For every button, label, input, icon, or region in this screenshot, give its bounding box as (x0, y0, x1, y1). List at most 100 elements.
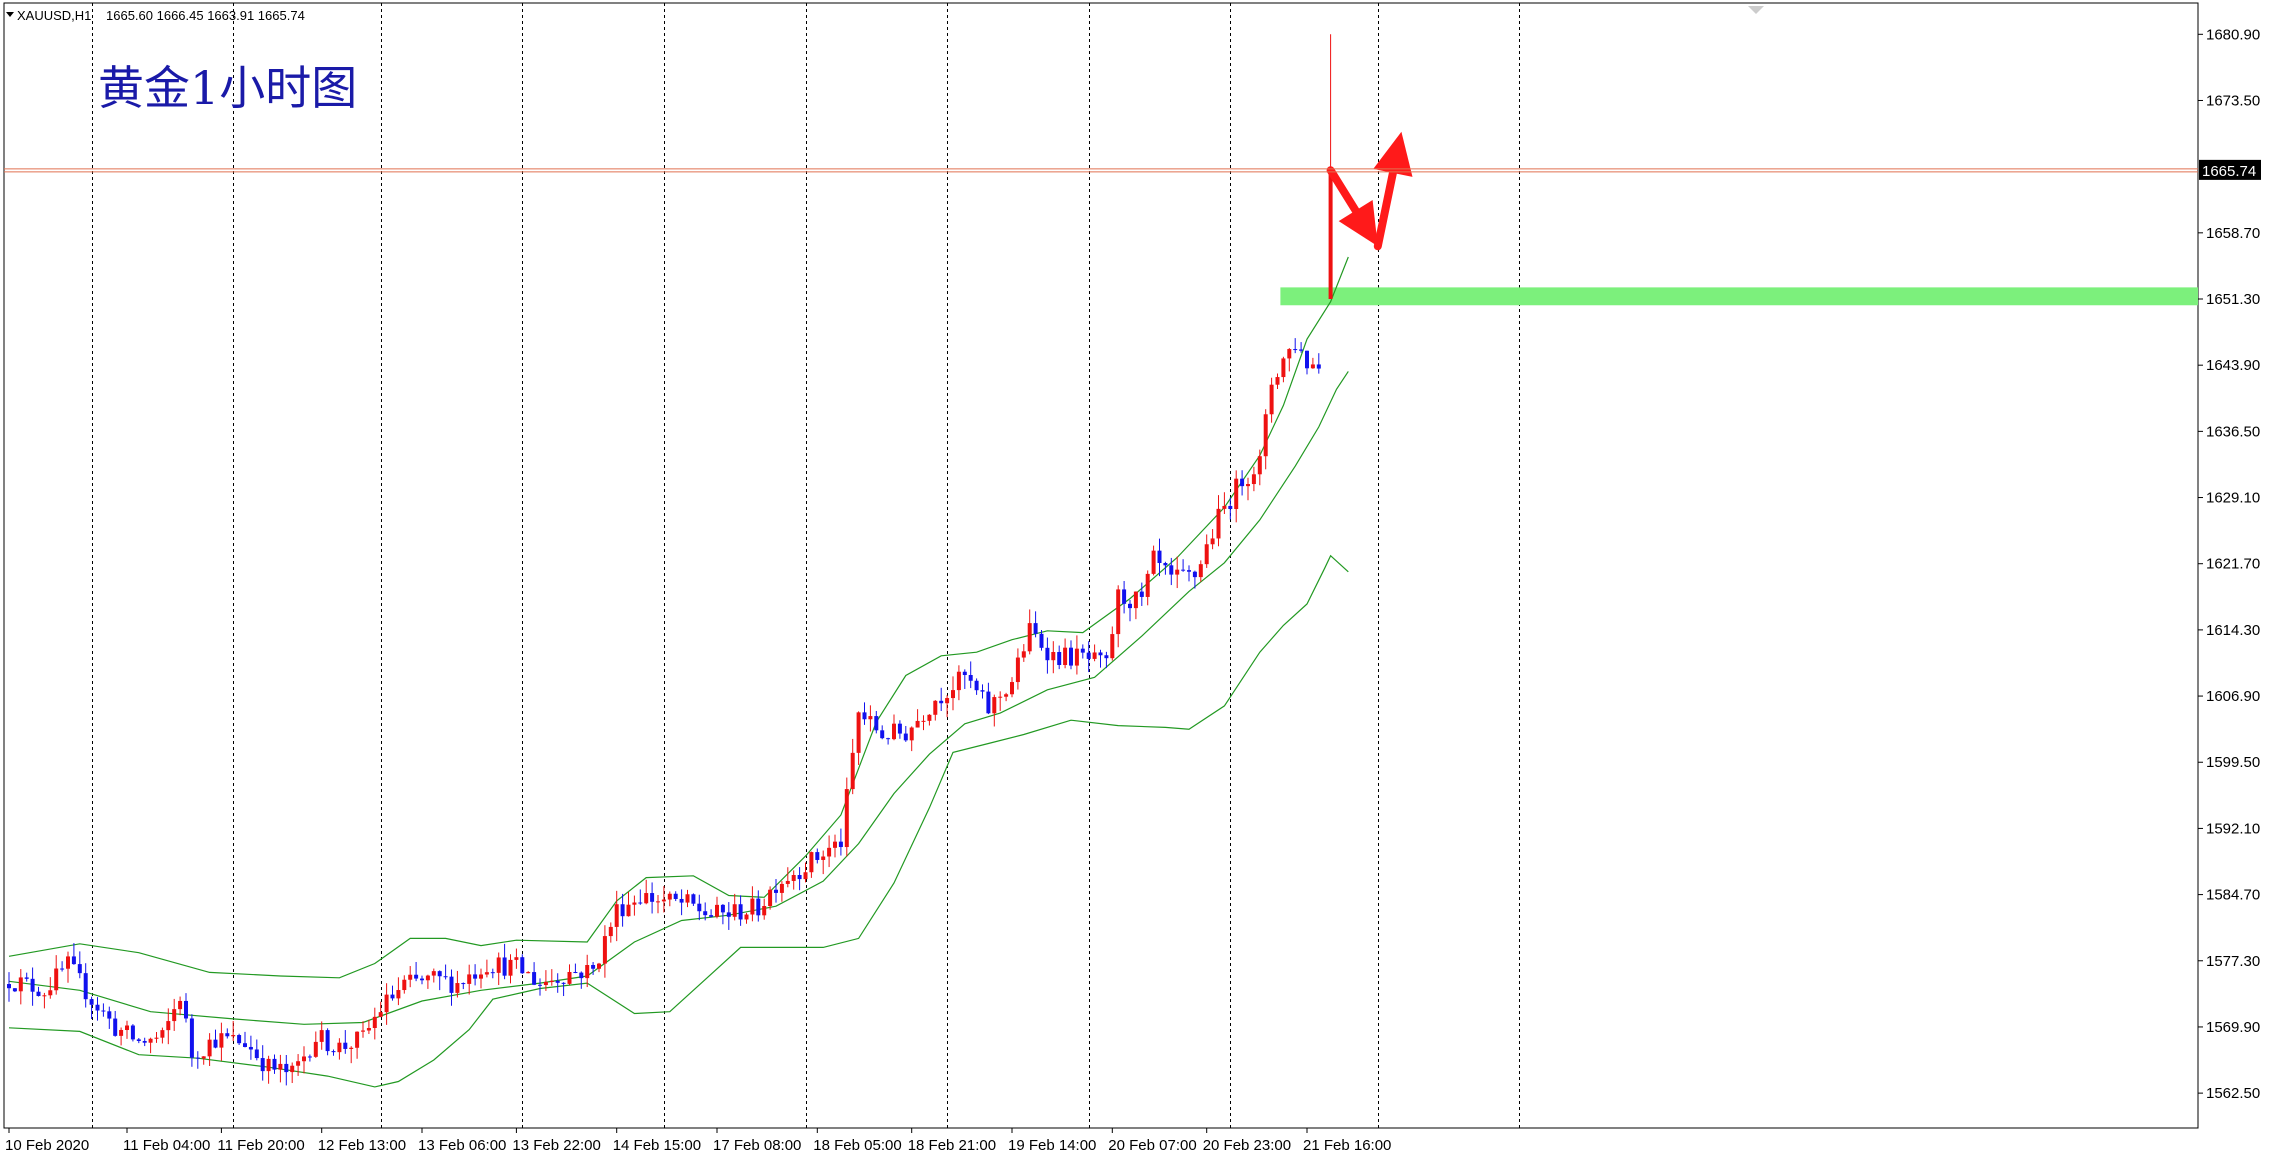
candle-body (402, 979, 407, 991)
candle-body (703, 911, 708, 916)
candle-body (685, 894, 690, 903)
candle-body (543, 981, 548, 986)
y-tick-label: 1577.30 (2206, 953, 2260, 970)
candle-body (1045, 647, 1050, 661)
y-tick-label: 1636.50 (2206, 423, 2260, 440)
candle-body (532, 972, 537, 985)
chart-menu-triangle-icon[interactable] (6, 12, 14, 17)
candle-body (331, 1051, 336, 1053)
candle-body (956, 671, 961, 691)
candle-body (490, 972, 495, 974)
candle-body (1151, 550, 1156, 574)
candle-body (1246, 484, 1250, 487)
candle-body (1222, 505, 1227, 509)
candle-body (1228, 505, 1233, 510)
candle-body (1234, 478, 1239, 510)
candle-body (709, 915, 714, 917)
candle-body (555, 980, 560, 983)
candle-body (1092, 652, 1097, 659)
candle-body (467, 974, 472, 984)
candle-body (661, 899, 666, 902)
candle-body (1110, 634, 1115, 659)
candle-body (219, 1033, 224, 1048)
y-tick-label: 1643.90 (2206, 357, 2260, 374)
candles-layer (7, 34, 1333, 1086)
candle-body (1116, 589, 1121, 635)
candle-body (366, 1027, 371, 1031)
candle-body (951, 690, 955, 699)
ohlc-readout: 1665.60 1666.45 1663.91 1665.74 (106, 8, 305, 23)
candle-body (1063, 647, 1068, 666)
candle-body (425, 975, 430, 981)
candle-body (18, 977, 23, 992)
candle-body (768, 889, 773, 907)
candle-body (933, 700, 938, 715)
candle-body (1057, 652, 1062, 666)
candle-body (1004, 694, 1009, 697)
candle-body (827, 847, 832, 857)
candle-body (184, 1000, 188, 1019)
candle-body (573, 971, 578, 973)
candle-body (1175, 569, 1180, 575)
candle-body (1080, 648, 1085, 653)
candle-body (54, 968, 59, 991)
candle-body (1269, 384, 1274, 415)
candle-body (650, 893, 655, 902)
candle-body (962, 671, 967, 676)
candle-body (1204, 544, 1209, 565)
x-tick-label: 12 Feb 13:00 (318, 1137, 406, 1154)
candle-body (142, 1040, 147, 1043)
candle-body (1157, 550, 1162, 564)
candle-body (479, 974, 483, 979)
candle-body (602, 936, 607, 964)
candle-body (12, 988, 17, 992)
plot-frame (3, 2, 2199, 1129)
candle-body (679, 898, 684, 903)
candle-body (1240, 478, 1245, 487)
candle-body (437, 971, 442, 977)
candle-body (1169, 565, 1174, 575)
candle-body (538, 984, 542, 986)
candle-body (225, 1033, 230, 1037)
candle-body (66, 956, 70, 969)
candle-body (597, 963, 601, 969)
candle-body (1098, 652, 1103, 656)
candle-body (343, 1042, 348, 1049)
candle-body (7, 984, 11, 989)
chart-shift-marker-icon[interactable] (1748, 6, 1764, 14)
candle-body (1251, 474, 1256, 485)
candle-body (833, 841, 837, 848)
candle-body (24, 977, 29, 979)
candle-body (1305, 350, 1309, 369)
y-tick-label: 1680.90 (2206, 26, 2260, 43)
x-tick-label: 20 Feb 07:00 (1108, 1137, 1196, 1154)
candle-body (237, 1035, 242, 1044)
candle-body (903, 733, 908, 741)
candle-body (408, 974, 413, 980)
x-tick-label: 10 Feb 2020 (5, 1137, 89, 1154)
candle-body (744, 914, 749, 920)
candle-body (697, 903, 702, 912)
x-tick-label: 17 Feb 08:00 (713, 1137, 801, 1154)
candle-body (998, 696, 1003, 698)
candle-body (909, 727, 914, 741)
candle-body (1010, 682, 1014, 695)
y-tick-label: 1673.50 (2206, 92, 2260, 109)
candle-body (107, 1011, 112, 1019)
trend-arrow-shaft (1326, 166, 1360, 215)
candle-body (614, 904, 619, 927)
candle-body (378, 1012, 383, 1017)
candle-body (986, 691, 991, 714)
y-tick-label: 1584.70 (2206, 887, 2260, 904)
candle-body (266, 1058, 271, 1072)
candle-body (420, 978, 424, 981)
x-tick-label: 18 Feb 05:00 (813, 1137, 901, 1154)
y-tick-label: 1651.30 (2206, 291, 2260, 308)
candle-body (886, 738, 891, 740)
candle-body (874, 716, 879, 731)
candle-body (302, 1056, 306, 1062)
candle-body (1033, 623, 1038, 634)
candle-body (337, 1042, 342, 1053)
candle-body (1086, 652, 1091, 659)
candle-body (779, 883, 784, 893)
